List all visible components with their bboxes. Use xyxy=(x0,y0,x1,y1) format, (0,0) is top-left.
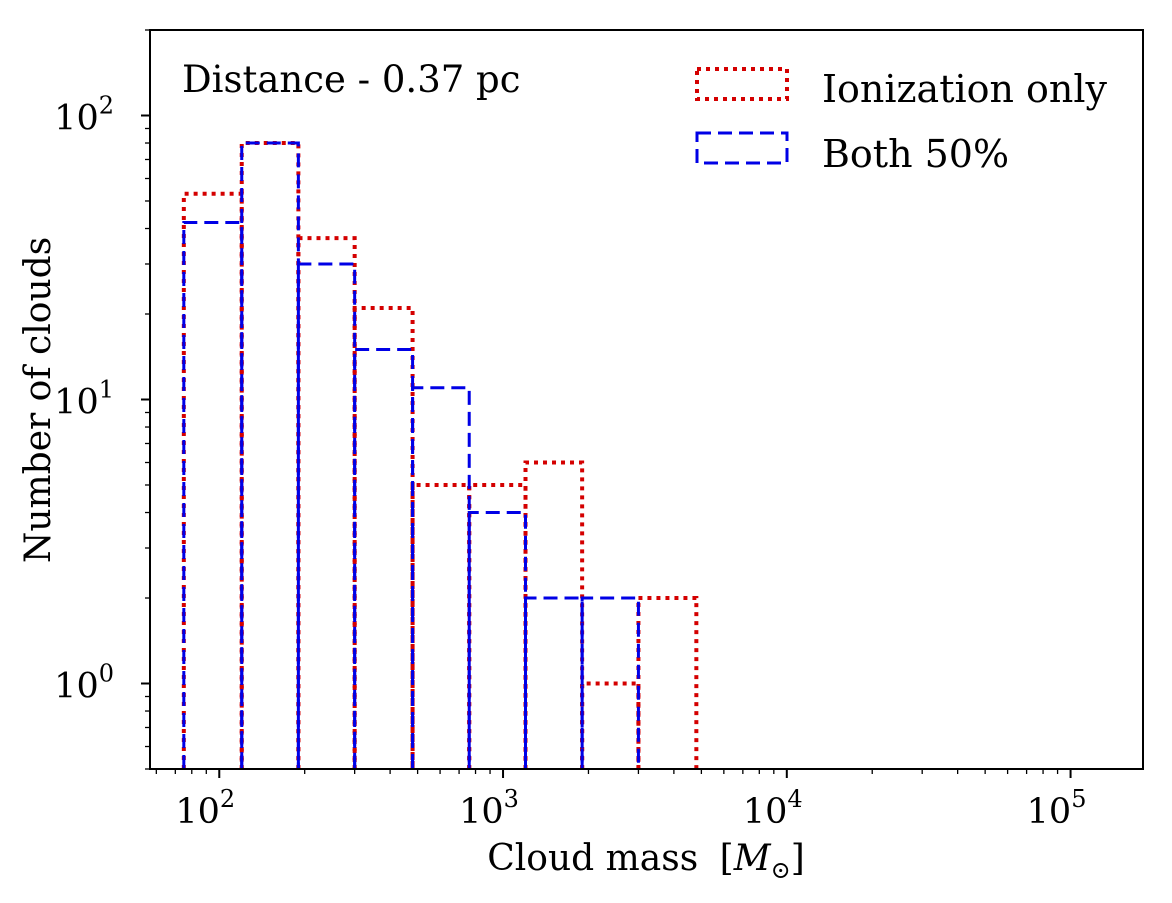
y-tick-label-2: 102 xyxy=(54,91,114,138)
histogram-bars xyxy=(181,141,699,769)
bar-ionization-only-8 xyxy=(636,596,699,769)
bar-ionization-only-7 xyxy=(580,681,641,769)
legend: Ionization only Both 50% xyxy=(695,67,1108,176)
legend-label-both-50: Both 50% xyxy=(822,132,1009,176)
bar-both-50-4 xyxy=(411,386,471,769)
x-axis-title-bracket-open: [ xyxy=(720,838,734,879)
y-axis-title: Number of clouds xyxy=(18,237,59,563)
bar-ionization-only-6 xyxy=(523,460,585,769)
x-tick-label-2: 104 xyxy=(743,785,803,832)
plot-frame xyxy=(149,29,1144,770)
bar-both-50-0 xyxy=(182,220,244,769)
annotation-text: Distance - 0.37 pc xyxy=(182,58,520,101)
x-axis-title-bracket-close: ] xyxy=(791,838,805,879)
x-axis-title-unit: M xyxy=(733,838,772,879)
bar-ionization-only-0 xyxy=(181,191,244,769)
bar-both-50-5 xyxy=(467,511,528,769)
bar-ionization-only-3 xyxy=(352,305,415,769)
y-tick-labels: 100 101 102 xyxy=(54,91,114,706)
bar-both-50-6 xyxy=(524,596,584,769)
x-axis-title-unit-sub: ⊙ xyxy=(771,856,791,884)
bar-ionization-only-2 xyxy=(296,236,357,769)
legend-swatch-ionization-only xyxy=(695,67,789,101)
bar-both-50-1 xyxy=(240,141,300,769)
legend-swatch-both-50 xyxy=(695,131,789,165)
legend-label-ionization-only: Ionization only xyxy=(822,67,1108,111)
bar-both-50-2 xyxy=(296,262,357,769)
x-tick-label-1: 103 xyxy=(459,785,519,832)
x-axis-title-text: Cloud mass xyxy=(487,838,698,879)
x-axis-title: Cloud mass [M⊙] xyxy=(487,838,805,884)
y-tick-label-1: 101 xyxy=(54,376,114,423)
major-ticks xyxy=(141,114,1072,778)
y-tick-label-0: 100 xyxy=(54,660,114,707)
bar-ionization-only-4 xyxy=(410,482,472,769)
bar-ionization-only-1 xyxy=(239,141,301,769)
bar-both-50-3 xyxy=(353,347,415,769)
x-tick-label-3: 105 xyxy=(1027,785,1087,832)
x-tick-labels: 102 103 104 105 xyxy=(175,785,1086,832)
bar-both-50-7 xyxy=(580,596,640,769)
bar-ionization-only-5 xyxy=(467,482,528,769)
x-tick-label-0: 102 xyxy=(175,785,235,832)
